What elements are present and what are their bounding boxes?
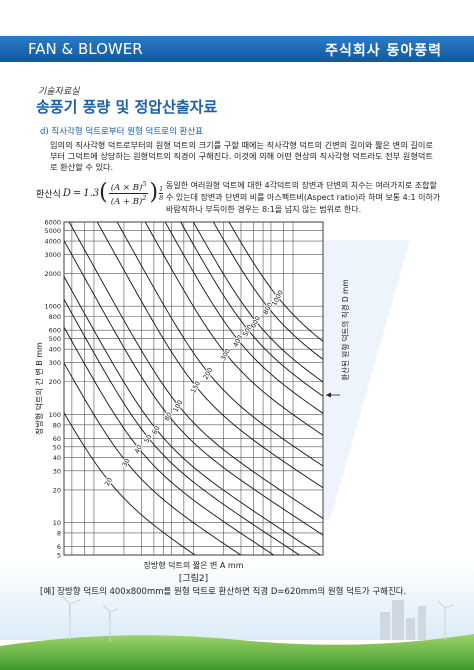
formula-coefficient: 1.3 [83, 187, 100, 199]
y-tick-label: 2000 [44, 270, 61, 278]
y-tick-label: 3000 [44, 251, 61, 259]
formula-root-numerator: 1 [159, 184, 164, 194]
y-tick-label: 5 [57, 552, 61, 560]
category: 기술자료실 [38, 87, 80, 97]
diameter-curve [116, 222, 323, 467]
d-axis-label: 환산된 원형 덕트의 직경 D mm [340, 279, 350, 380]
d-axis-arrowhead [326, 392, 331, 398]
diameter-curve [68, 222, 323, 519]
y-tick-label: 50 [53, 443, 61, 451]
x-axis-label: 장방형 덕트의 짧은 변 A mm [143, 560, 243, 570]
intro-paragraph: 임의의 직사각형 덕트로부터의 원형 덕트의 크기를 구할 때에는 직사각형 덕… [50, 140, 433, 172]
y-tick-label: 100 [49, 411, 61, 419]
y-tick-label: 6000 [44, 219, 61, 227]
y-tick-label: 60 [53, 435, 61, 443]
formula-sum: A + B [114, 196, 140, 207]
diameter-curve [64, 326, 275, 555]
company-name: 주식회사 동아풍력 [325, 43, 442, 59]
formula-lhs: D [62, 187, 71, 199]
y-tick-label: 4000 [44, 238, 61, 246]
y-tick-label: 1000 [44, 303, 61, 311]
formula-product-exponent: 5 [142, 180, 147, 188]
section-subtitle: d) 직사각형 덕트로부터 원형 덕트로의 환산표 [40, 127, 203, 137]
y-tick-label: 10 [53, 519, 61, 527]
y-tick-label: 20 [53, 486, 61, 494]
formula-sum-exponent: 2 [142, 193, 147, 202]
note-paragraph: 동일한 여러원형 덕트에 대한 4각덕트의 장변과 단변의 치수는 여러가지로 … [166, 181, 441, 214]
diameter-curve [64, 276, 322, 555]
diameter-curve [192, 222, 323, 383]
diameter-curve [180, 222, 323, 397]
diameter-curve [164, 222, 323, 414]
diameter-curve [228, 222, 323, 342]
diameter-curve [96, 222, 323, 489]
y-axis-label: 장방형 덕트의 긴 변 B mm [34, 342, 44, 435]
diameter-curve [64, 240, 323, 536]
formula-product: A × B [114, 182, 140, 193]
section-title: 송풍기 풍량 및 정압산출자료 [36, 98, 218, 116]
y-tick-label: 40 [53, 454, 61, 462]
y-tick-label: 500 [49, 335, 61, 343]
y-tick-label: 300 [49, 359, 61, 367]
brand: FAN & BLOWER [28, 40, 143, 58]
y-tick-label: 6 [57, 543, 61, 551]
diameter-curve [212, 222, 323, 360]
grass [0, 634, 474, 670]
example-text: [예] 장방향 덕트의 400x800mm를 원형 덕트로 환산하면 직경 D=… [40, 587, 407, 597]
wind-turbines [61, 595, 455, 642]
y-tick-label: 800 [49, 313, 61, 321]
y-tick-label: 400 [49, 346, 61, 354]
y-tick-label: 200 [49, 378, 61, 386]
diameter-curve [64, 412, 196, 555]
y-tick-label: 30 [53, 467, 61, 475]
curves [64, 222, 323, 555]
diameter-curve [64, 299, 301, 555]
y-tick-label: 8 [57, 529, 61, 537]
formula: 환산식 D = 1.3 ( (A × B)5 (A + B)2 ) 1 8 [36, 180, 164, 207]
buildings [380, 600, 426, 640]
formula-label: 환산식 [36, 189, 61, 200]
y-tick-label: 5000 [44, 227, 61, 235]
figure-caption: [그림2] [179, 572, 208, 584]
diameter-curve [144, 222, 323, 436]
y-tick-label: 600 [49, 327, 61, 335]
header-bar [0, 36, 474, 62]
diameter-curve [64, 362, 242, 555]
formula-root-denominator: 8 [159, 193, 164, 202]
y-tick-label: 80 [53, 421, 61, 429]
